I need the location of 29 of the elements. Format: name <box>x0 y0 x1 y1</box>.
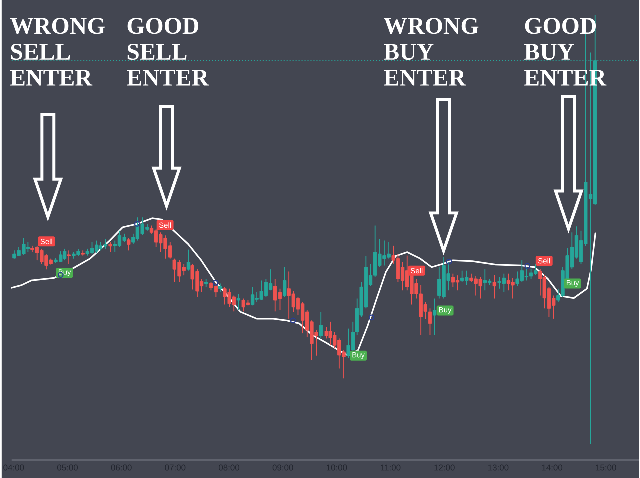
candlestick <box>127 238 131 252</box>
annotation: WRONG SELL ENTER <box>10 18 106 86</box>
candlestick <box>432 298 437 336</box>
point <box>446 258 452 265</box>
candlestick <box>108 242 112 253</box>
candlestick <box>456 275 460 291</box>
candlestick <box>319 312 323 340</box>
point <box>368 314 375 321</box>
candlestick <box>236 293 241 311</box>
annotation: GOOD SELL ENTER <box>127 18 210 86</box>
candlestick <box>67 250 71 264</box>
point <box>212 280 219 286</box>
point <box>290 318 296 324</box>
candlestick <box>282 266 287 298</box>
candlestick <box>250 286 255 306</box>
candlestick <box>506 273 511 291</box>
point <box>134 221 140 227</box>
candlestick <box>26 242 30 253</box>
candlestick <box>451 273 456 288</box>
candlestick <box>62 248 67 261</box>
candlestick <box>186 249 191 272</box>
candlestick <box>428 308 432 336</box>
candlestick <box>94 240 99 254</box>
annotation: GOOD BUY ENTER <box>524 18 607 86</box>
candlestick <box>511 278 515 300</box>
point <box>524 263 531 269</box>
annotation: WRONG BUY ENTER <box>384 18 479 86</box>
candlestick <box>492 274 497 300</box>
candlestick <box>324 326 329 340</box>
